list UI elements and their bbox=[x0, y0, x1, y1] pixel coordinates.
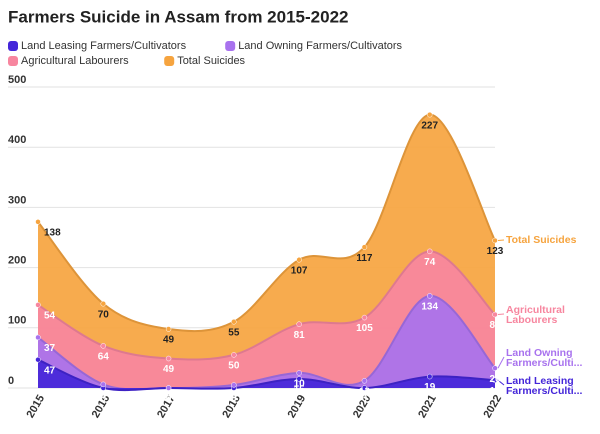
value-label: 37 bbox=[44, 343, 56, 354]
value-label: 15 bbox=[294, 385, 306, 396]
value-label: 134 bbox=[421, 302, 438, 313]
point bbox=[492, 311, 498, 318]
point bbox=[361, 378, 368, 384]
point bbox=[492, 237, 498, 244]
end-label: Total Suicides bbox=[506, 234, 577, 246]
point bbox=[231, 319, 237, 325]
point bbox=[296, 370, 302, 376]
value-label: 89 bbox=[489, 320, 501, 331]
legend-label: Land Leasing Farmers/Cultivators bbox=[21, 40, 187, 52]
value-label: 70 bbox=[98, 309, 110, 320]
value-label: 49 bbox=[163, 364, 175, 375]
area bbox=[38, 251, 495, 388]
end-label: Agricultural Labourers bbox=[506, 304, 565, 326]
value-label: 0 bbox=[231, 394, 237, 405]
area-line bbox=[37, 358, 496, 392]
point bbox=[426, 111, 433, 118]
value-label: 6 bbox=[101, 390, 107, 401]
y-tick-label: 200 bbox=[8, 255, 26, 267]
value-label: 5 bbox=[231, 391, 237, 402]
end-connector bbox=[497, 379, 505, 386]
point bbox=[100, 381, 107, 388]
point bbox=[492, 377, 498, 383]
value-label: 47 bbox=[44, 365, 56, 376]
value-label: 13 bbox=[489, 386, 501, 397]
value-label: 19 bbox=[424, 382, 436, 393]
y-tick-label: 0 bbox=[8, 375, 14, 387]
point bbox=[231, 382, 237, 388]
value-label: 10 bbox=[294, 379, 306, 390]
end-connector bbox=[497, 313, 505, 316]
point bbox=[426, 248, 433, 255]
value-label: 138 bbox=[44, 227, 61, 238]
point bbox=[426, 373, 433, 380]
value-label: 105 bbox=[356, 323, 373, 334]
y-tick-label: 100 bbox=[8, 315, 26, 327]
value-label: 123 bbox=[487, 246, 504, 257]
point bbox=[361, 385, 368, 391]
value-label: 0 bbox=[101, 394, 107, 405]
chart-title: Farmers Suicide in Assam from 2015-2022 bbox=[8, 7, 348, 26]
end-label: Land Leasing Farmers/Culti... bbox=[506, 375, 583, 397]
x-tick-label: 2022 bbox=[481, 393, 504, 420]
legend-label: Agricultural Labourers bbox=[21, 55, 129, 67]
end-connector bbox=[497, 239, 505, 242]
point bbox=[100, 343, 107, 349]
value-label: 49 bbox=[163, 335, 175, 346]
point bbox=[361, 314, 368, 321]
legend-label: Total Suicides bbox=[177, 55, 245, 67]
legend-swatch bbox=[8, 56, 18, 66]
x-tick-label: 2015 bbox=[24, 393, 47, 420]
value-label: 227 bbox=[421, 120, 438, 131]
legend-swatch bbox=[225, 41, 236, 51]
y-tick-label: 500 bbox=[8, 74, 26, 86]
value-label: 117 bbox=[356, 253, 373, 264]
legend-swatch bbox=[164, 56, 175, 66]
x-tick-label: 2019 bbox=[286, 393, 309, 420]
value-label: 107 bbox=[291, 265, 308, 276]
point bbox=[165, 326, 172, 332]
point bbox=[35, 334, 41, 341]
area bbox=[38, 359, 495, 391]
point bbox=[361, 244, 368, 250]
value-label: 0 bbox=[166, 394, 172, 405]
value-label: 55 bbox=[228, 327, 240, 338]
y-tick-label: 400 bbox=[8, 134, 26, 146]
value-label: 50 bbox=[228, 361, 240, 372]
end-label: Land Owning Farmers/Culti... bbox=[506, 347, 583, 369]
legend-swatch bbox=[8, 41, 18, 51]
value-label: 12 bbox=[359, 386, 371, 397]
end-connector bbox=[497, 356, 505, 369]
value-label: 54 bbox=[44, 311, 56, 322]
point bbox=[35, 302, 41, 308]
value-label: 64 bbox=[98, 352, 110, 363]
value-label: 0 bbox=[362, 394, 368, 405]
point bbox=[296, 257, 302, 263]
point bbox=[231, 352, 237, 358]
area bbox=[38, 295, 495, 390]
legend-label: Land Owning Farmers/Cultivators bbox=[238, 40, 402, 52]
point bbox=[35, 219, 41, 225]
point bbox=[165, 385, 172, 391]
point bbox=[426, 293, 433, 299]
value-label: 74 bbox=[424, 257, 436, 268]
y-tick-label: 300 bbox=[8, 194, 26, 206]
value-label: 0 bbox=[166, 394, 172, 405]
point bbox=[165, 355, 172, 362]
value-label: 20 bbox=[489, 374, 501, 385]
point bbox=[492, 365, 498, 371]
point bbox=[35, 356, 41, 363]
point bbox=[296, 321, 302, 327]
x-tick-label: 2021 bbox=[416, 393, 439, 420]
point bbox=[100, 300, 107, 307]
point bbox=[296, 376, 302, 382]
value-label: 81 bbox=[294, 330, 306, 341]
